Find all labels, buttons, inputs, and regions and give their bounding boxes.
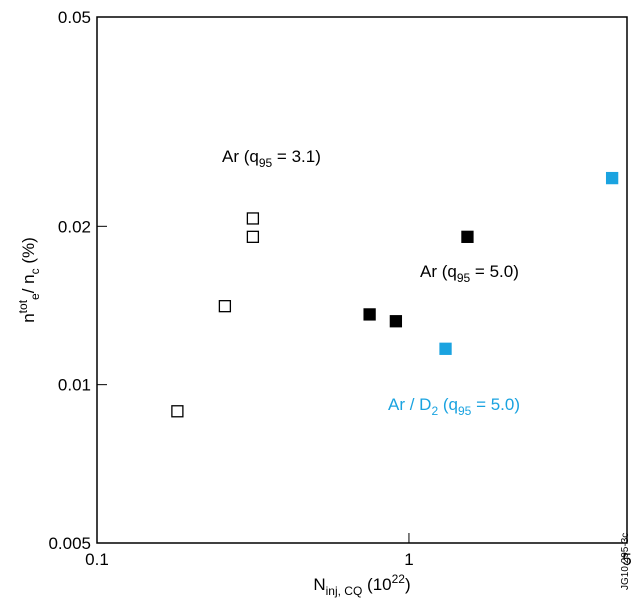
- text-part: Ar / D: [388, 395, 431, 414]
- text-part: (q: [438, 395, 458, 414]
- x-tick-label: 0.1: [85, 550, 109, 569]
- text-part: e: [28, 293, 42, 300]
- marker: [171, 405, 184, 418]
- x-axis-label: Ninj, CQ (1022): [313, 572, 410, 598]
- marker: [246, 230, 260, 243]
- text-part: (%): [19, 237, 38, 268]
- series-label: Ar / D2 (q95 = 5.0): [388, 395, 520, 418]
- marker: [439, 342, 452, 355]
- series-label: Ar (q95 = 5.0): [420, 262, 519, 285]
- text-part: tot: [16, 299, 30, 313]
- text-part: 22: [392, 572, 406, 586]
- text-part: 95: [259, 156, 273, 170]
- text-part: 95: [457, 271, 471, 285]
- text-part: ): [405, 575, 411, 594]
- series-label: Ar (q95 = 3.1): [222, 147, 321, 170]
- y-axis-label: ntote/ nc (%): [16, 237, 42, 323]
- text-part: = 5.0): [471, 395, 520, 414]
- text-part: / n: [19, 274, 38, 293]
- text-part: N: [313, 575, 325, 594]
- y-tick-label: 0.05: [58, 8, 91, 27]
- text-part: 95: [458, 404, 472, 418]
- text-part: Ar (q: [222, 147, 259, 166]
- text-part: inj, CQ: [326, 584, 363, 598]
- marker: [218, 300, 232, 313]
- plot-frame: [96, 16, 628, 544]
- text-part: Ar (q: [420, 262, 457, 281]
- x-tick-label: 1: [404, 550, 413, 569]
- marker: [461, 230, 474, 243]
- marker: [363, 308, 376, 321]
- marker: [389, 315, 403, 328]
- x-tick-label: 5: [622, 550, 631, 569]
- text-part: = 3.1): [272, 147, 321, 166]
- marker: [246, 212, 260, 225]
- text-part: c: [28, 268, 42, 274]
- y-tick-label: 0.005: [48, 534, 91, 553]
- text-part: n: [19, 313, 38, 322]
- text-part: (10: [362, 575, 391, 594]
- marker: [605, 171, 619, 185]
- figure-id: JG10.295-3c: [620, 533, 631, 590]
- text-part: 2: [431, 404, 438, 418]
- text-part: = 5.0): [470, 262, 519, 281]
- y-tick-label: 0.01: [58, 376, 91, 395]
- y-tick-label: 0.02: [58, 217, 91, 236]
